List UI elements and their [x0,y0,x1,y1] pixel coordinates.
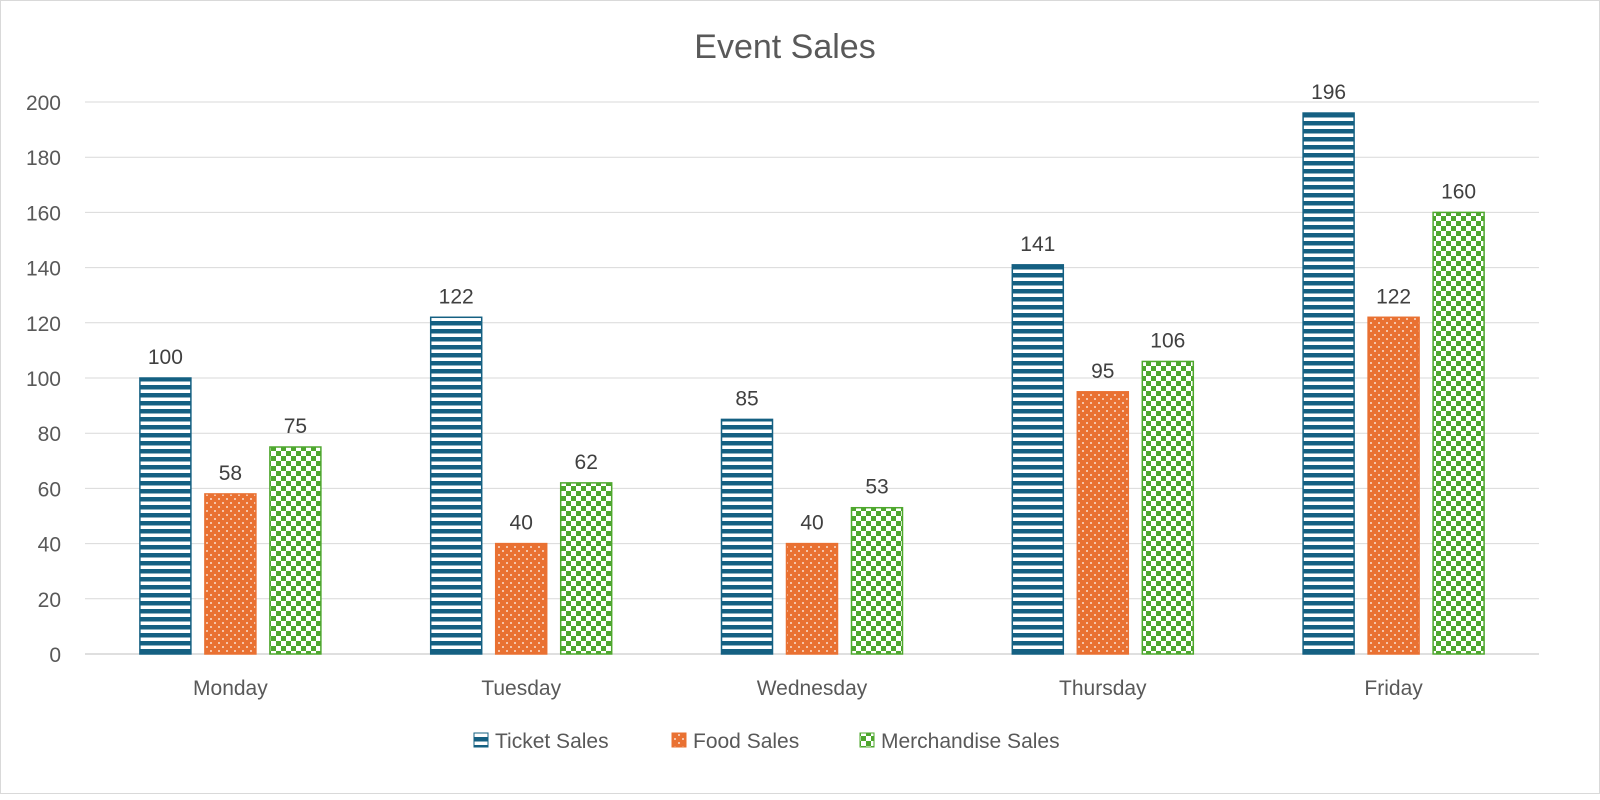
data-label-ticket-sales-thursday: 141 [1020,233,1055,256]
gridlines [85,101,1539,655]
y-tick-label: 80 [38,423,61,446]
data-label-food-sales-monday: 58 [219,462,242,485]
y-tick-label: 40 [38,534,61,557]
y-tick-label: 200 [26,92,61,115]
y-tick-label: 140 [26,258,61,281]
bar-food-sales-wednesday [785,542,839,655]
bars [139,112,1485,655]
data-label-merchandise-sales-wednesday: 53 [865,476,888,499]
legend-swatch-ticket-sales [473,732,489,748]
y-tick-label: 120 [26,313,61,336]
data-labels: 100 58 75 122 40 62 85 40 53 141 95 106 196 122 160 [148,81,1476,535]
data-label-food-sales-tuesday: 40 [510,512,533,535]
bar-ticket-sales-thursday [1011,264,1065,655]
bar-ticket-sales-tuesday [429,316,483,655]
data-label-ticket-sales-friday: 196 [1311,81,1346,104]
bar-food-sales-friday [1367,316,1420,655]
bar-ticket-sales-wednesday [720,418,774,655]
x-axis-tick-labels: Monday Tuesday Wednesday Thursday Friday [193,677,1423,700]
data-label-ticket-sales-tuesday: 122 [439,285,474,308]
data-label-food-sales-thursday: 95 [1091,360,1114,383]
legend-swatch-merchandise-sales [859,732,875,748]
bar-food-sales-tuesday [494,542,548,655]
data-label-ticket-sales-wednesday: 85 [735,387,758,410]
y-axis-tick-labels: 0 20 40 60 80 100 120 140 160 180 200 [26,92,61,667]
bar-merchandise-sales-monday [269,446,322,655]
data-label-ticket-sales-monday: 100 [148,346,183,369]
bar-food-sales-monday [204,493,257,655]
bar-food-sales-thursday [1076,391,1130,655]
x-tick-label-friday: Friday [1364,677,1423,700]
bar-ticket-sales-monday [139,377,192,655]
y-tick-label: 100 [26,368,61,391]
x-tick-label-monday: Monday [193,677,268,700]
bar-ticket-sales-friday [1302,112,1355,655]
legend: Ticket Sales Food Sales Merchandise Sales [473,730,1060,753]
y-tick-label: 0 [49,644,61,667]
data-label-merchandise-sales-friday: 160 [1441,180,1476,203]
data-label-food-sales-wednesday: 40 [800,512,823,535]
y-tick-label: 160 [26,202,61,225]
x-tick-label-wednesday: Wednesday [757,677,868,700]
y-tick-label: 180 [26,147,61,170]
bar-merchandise-sales-thursday [1141,360,1195,655]
bar-merchandise-sales-tuesday [559,482,613,655]
bar-merchandise-sales-wednesday [850,506,904,655]
x-tick-label-tuesday: Tuesday [481,677,561,700]
legend-label-food-sales: Food Sales [693,730,799,753]
y-tick-label: 60 [38,478,61,501]
data-label-merchandise-sales-thursday: 106 [1150,329,1185,352]
y-tick-label: 20 [38,589,61,612]
chart-title: Event Sales [694,28,875,66]
legend-label-merchandise-sales: Merchandise Sales [881,730,1060,753]
bar-merchandise-sales-friday [1432,211,1485,655]
legend-label-ticket-sales: Ticket Sales [495,730,609,753]
x-tick-label-thursday: Thursday [1059,677,1147,700]
data-label-merchandise-sales-tuesday: 62 [575,451,598,474]
data-label-merchandise-sales-monday: 75 [284,415,307,438]
legend-swatch-food-sales [671,732,687,748]
data-label-food-sales-friday: 122 [1376,285,1411,308]
